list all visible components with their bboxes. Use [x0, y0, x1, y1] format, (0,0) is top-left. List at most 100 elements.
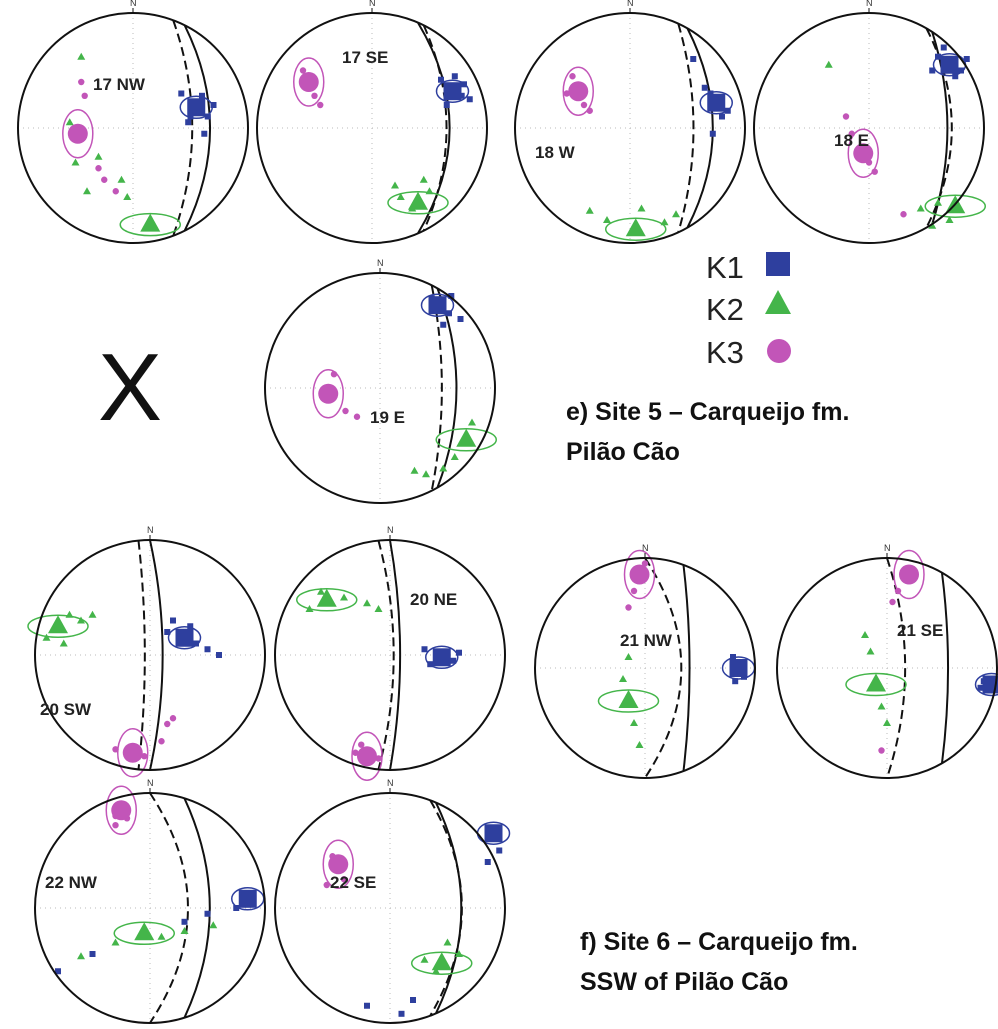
- north-label: N: [627, 0, 634, 8]
- k1-point: [690, 56, 697, 62]
- k1-point: [952, 73, 959, 80]
- k3-confidence-ellipse: [623, 549, 656, 600]
- k1-point: [458, 92, 465, 99]
- k2-mean: [625, 218, 646, 237]
- k2-mean: [316, 588, 337, 607]
- plane-solid: [686, 28, 714, 228]
- k3-point: [81, 92, 88, 100]
- plane-solid: [417, 22, 451, 234]
- k2-mean: [134, 922, 155, 941]
- k2-mean: [408, 191, 428, 210]
- plane-dashed: [422, 24, 448, 232]
- plane-dashed: [430, 285, 443, 491]
- legend-square-icon: [766, 252, 790, 276]
- k1-mean: [729, 659, 748, 677]
- net-label: 18 W: [535, 143, 576, 162]
- net-label: 18 E: [834, 131, 869, 150]
- plane-dashed: [677, 23, 695, 233]
- north-label: N: [387, 525, 394, 535]
- plane-solid: [389, 539, 402, 771]
- stereonet-20NE: N 20 NE: [274, 525, 506, 781]
- k2-point: [419, 175, 428, 183]
- k3-mean: [328, 854, 349, 875]
- k1-point: [438, 76, 444, 83]
- net-label: 17 NW: [93, 75, 146, 94]
- k2-point: [603, 216, 611, 223]
- k1-point: [421, 646, 428, 653]
- k3-point: [311, 92, 318, 100]
- k1-mean: [707, 93, 726, 112]
- stereonet-22NW: N 22 NW: [34, 778, 266, 1024]
- k1-confidence-ellipse: [167, 626, 202, 650]
- k3-point: [95, 165, 102, 172]
- k1-point: [443, 102, 450, 108]
- k2-point: [637, 204, 646, 212]
- k2-point: [624, 653, 633, 660]
- k1-point: [187, 623, 194, 630]
- k1-point: [178, 90, 185, 97]
- k1-point: [410, 997, 416, 1003]
- k1-mean: [940, 55, 959, 74]
- k2-point: [340, 593, 348, 601]
- k3-point: [164, 720, 171, 728]
- plane-solid: [183, 24, 211, 232]
- k3-mean: [568, 81, 589, 102]
- k3-point: [352, 749, 359, 756]
- k2-point: [672, 210, 680, 218]
- k1-mean: [443, 82, 462, 101]
- k2-point: [420, 955, 429, 963]
- north-label: N: [642, 543, 649, 553]
- k2-point: [123, 193, 132, 200]
- net-label: 17 SE: [342, 48, 388, 67]
- k2-point: [630, 719, 638, 726]
- k1-point: [440, 321, 447, 328]
- k2-point: [59, 639, 68, 647]
- plane-dashed: [137, 540, 146, 770]
- stereonet-17SE: N 17 SE: [256, 0, 488, 244]
- k2-point: [65, 118, 74, 126]
- k3-mean: [357, 746, 377, 767]
- k3-mean: [111, 800, 132, 821]
- caption-site5-line2: Pilão Cão: [566, 438, 680, 466]
- north-label: N: [866, 0, 873, 8]
- k1-point: [204, 646, 211, 653]
- k1-point: [170, 617, 176, 624]
- k2-point: [363, 599, 371, 607]
- k3-confidence-ellipse: [105, 785, 137, 835]
- k1-confidence-ellipse: [425, 645, 459, 670]
- caption-site6-line2: SSW of Pilão Cão: [580, 968, 788, 996]
- k1-point: [210, 102, 217, 108]
- stereonet-22SE: N 22 SE: [274, 778, 511, 1024]
- k3-point: [580, 101, 588, 109]
- net-label: 22 SE: [330, 873, 376, 892]
- k1-point: [201, 130, 208, 137]
- k1-confidence-ellipse: [699, 90, 733, 115]
- k3-point: [630, 587, 638, 595]
- k3-confidence-ellipse: [293, 57, 325, 107]
- k3-point: [78, 78, 85, 86]
- k1-point: [707, 90, 714, 97]
- k3-point: [112, 822, 119, 829]
- plane-dashed: [429, 799, 463, 1017]
- k1-confidence-ellipse: [974, 672, 998, 697]
- stereonet-21SE: N 21 SE: [776, 543, 998, 779]
- north-label: N: [387, 778, 394, 788]
- k2-mean: [456, 428, 477, 447]
- k3-point: [169, 715, 177, 722]
- k2-point: [468, 418, 476, 426]
- k1-point: [958, 67, 964, 74]
- legend-label-k1: K1: [706, 250, 744, 285]
- caption-site5-line1: e) Site 5 – Carqueijo fm.: [566, 398, 849, 426]
- k2-point: [585, 206, 594, 214]
- plane-dashed: [172, 20, 194, 236]
- stereonet-20SW: N 20 SW: [27, 525, 266, 778]
- k2-point: [877, 702, 886, 710]
- k2-point: [42, 633, 51, 641]
- net-label: 20 NE: [410, 590, 457, 609]
- k3-point: [112, 188, 119, 195]
- k2-point: [443, 938, 452, 946]
- plane-solid: [941, 572, 950, 764]
- k2-point: [916, 204, 925, 212]
- k3-confidence-ellipse: [351, 731, 383, 781]
- k3-point: [299, 67, 307, 74]
